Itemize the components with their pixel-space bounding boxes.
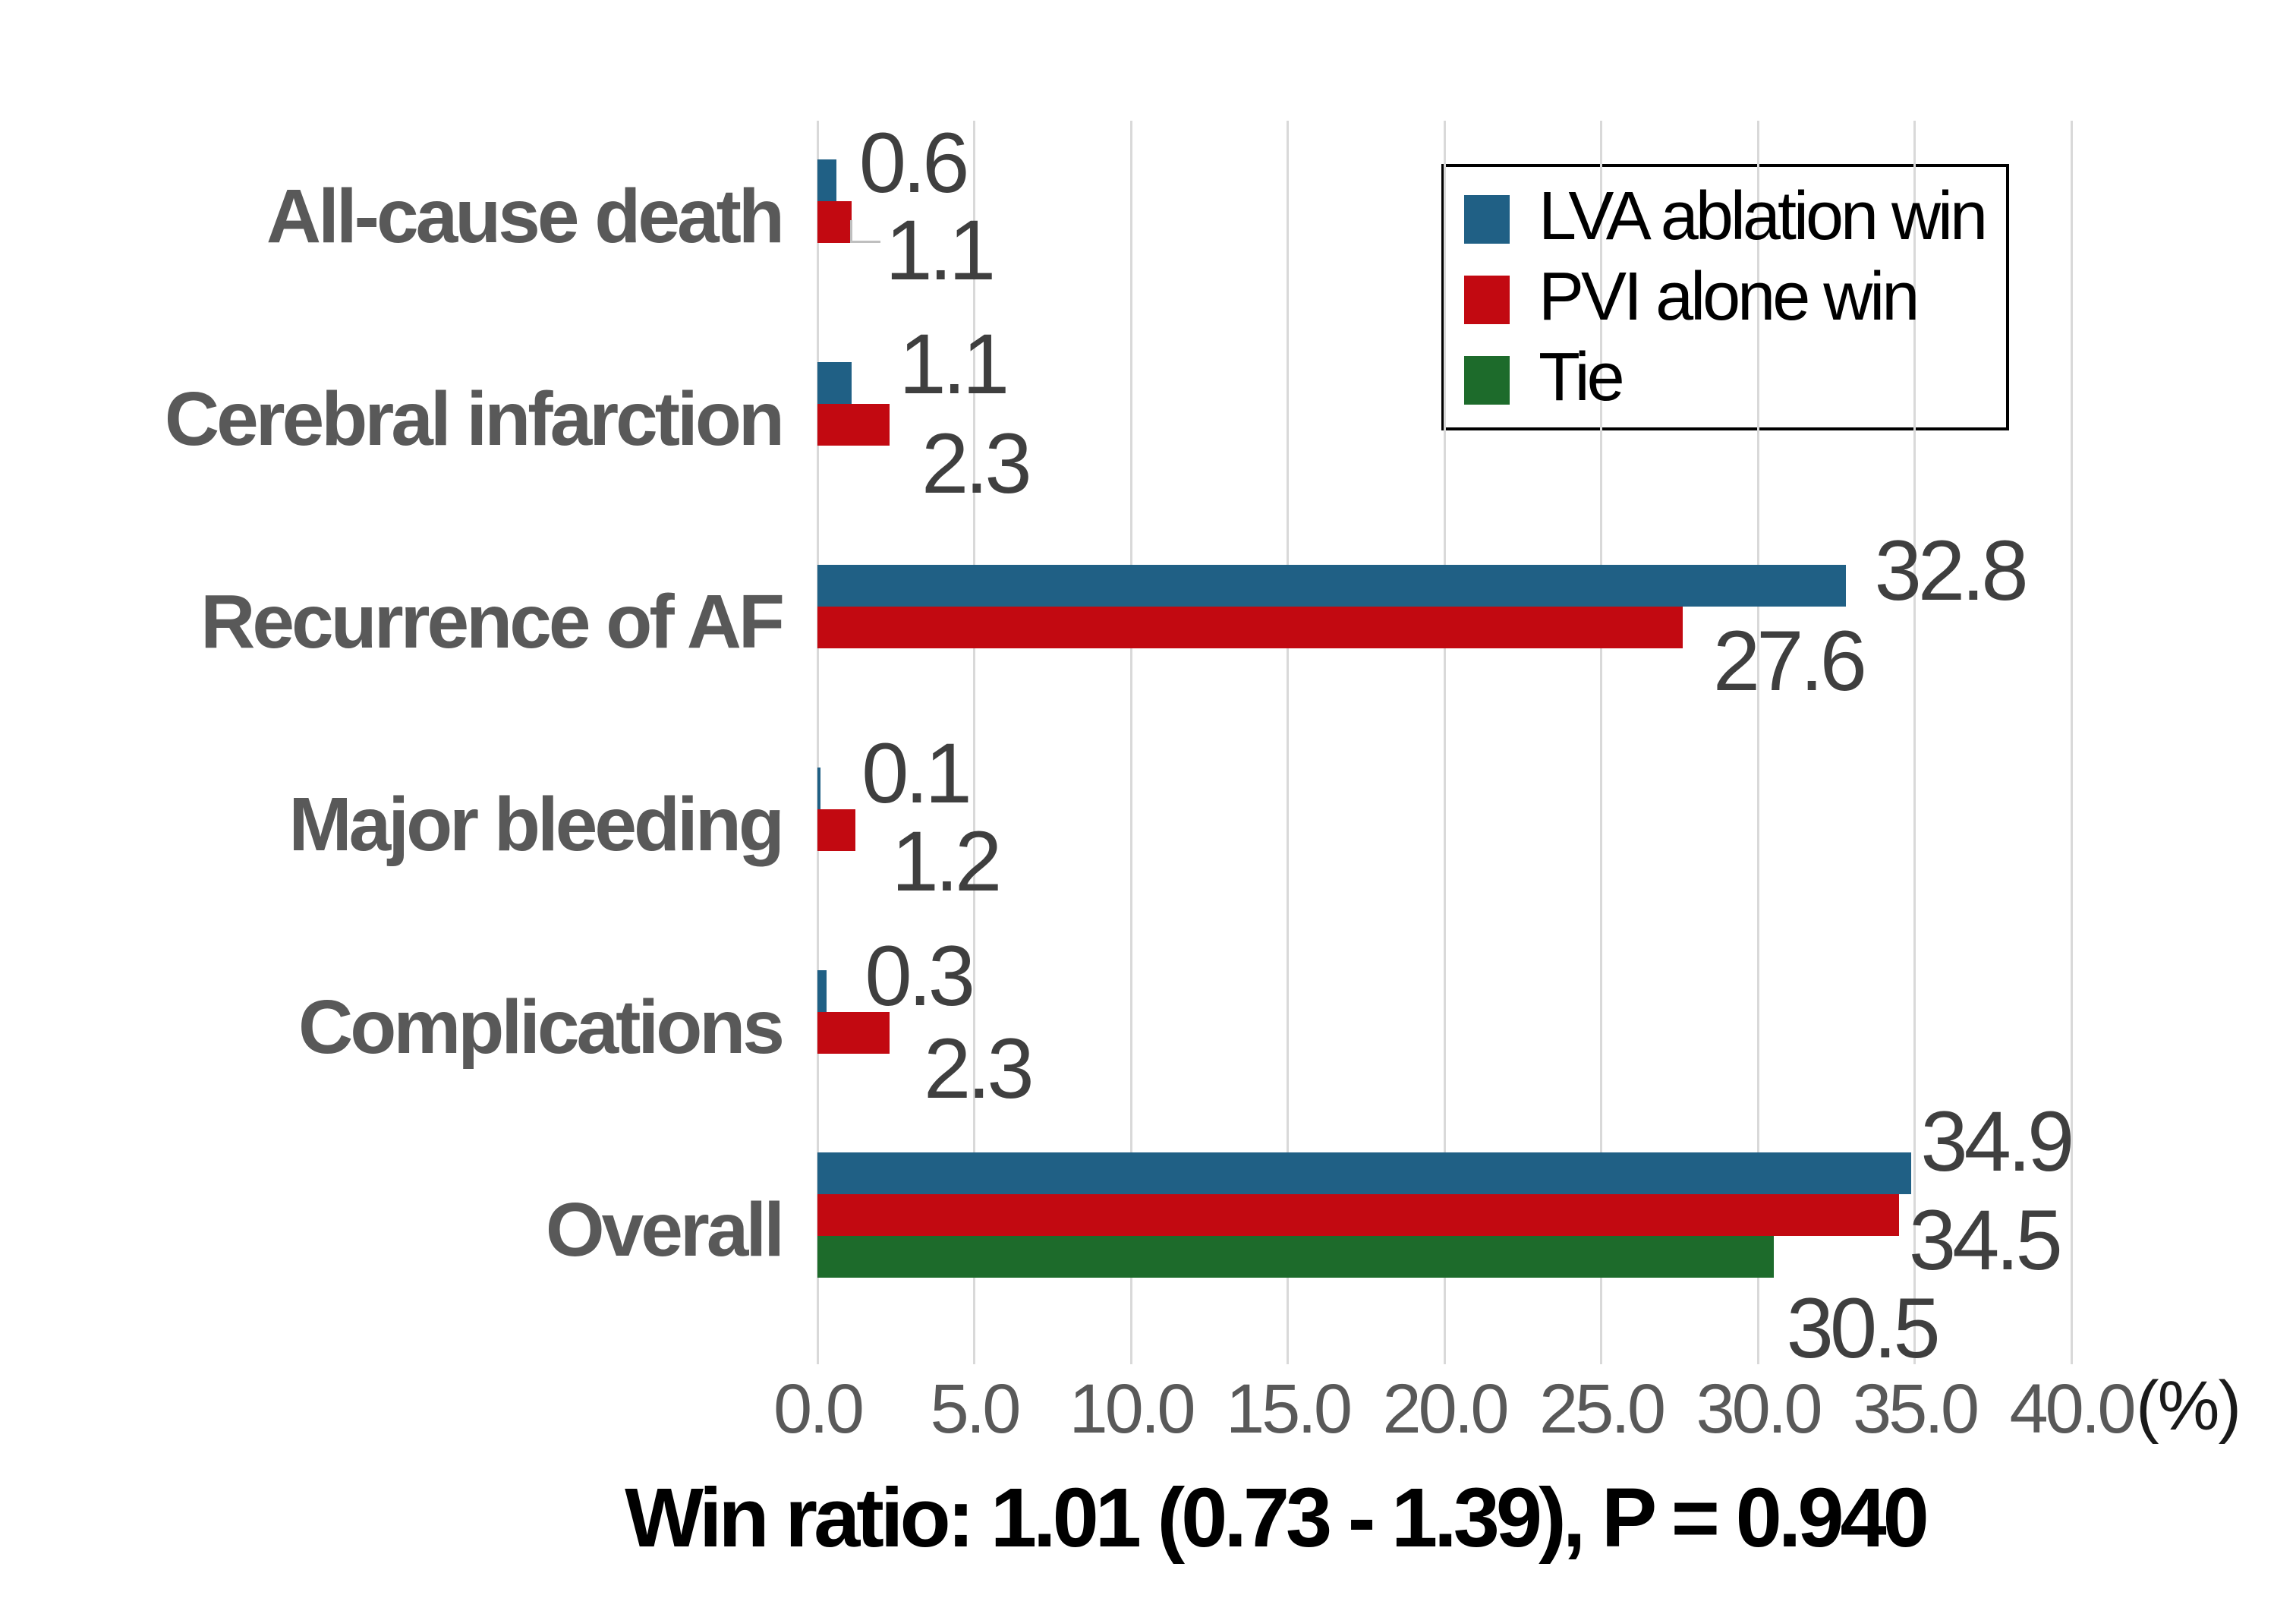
gridline — [973, 121, 975, 1364]
legend-label-lva-ablation-win: LVA ablation win — [1539, 178, 1988, 254]
gridline — [1129, 121, 1132, 1364]
x-tick-label: 15.0 — [1225, 1370, 1353, 1448]
category-label-overall: Overall — [545, 1187, 785, 1272]
legend-entry-tie: Tie — [1464, 337, 2006, 418]
category-label-all-cause-death: All-cause death — [266, 174, 785, 259]
x-tick-label: 0.0 — [773, 1370, 865, 1448]
legend-label-pvi-alone-win: PVI alone win — [1539, 259, 1920, 335]
data-label: 34.9 — [1920, 1094, 2074, 1189]
legend-entry-pvi-alone-win: PVI alone win — [1464, 257, 2006, 337]
bar-tie-overall — [817, 1235, 1774, 1278]
legend-label-tie: Tie — [1539, 339, 1625, 415]
tie-swatch — [1464, 356, 1510, 405]
bar-lva-ablation-win-complications — [817, 970, 827, 1012]
x-tick-label: 40.0 — [2009, 1370, 2136, 1448]
data-label: 32.8 — [1874, 522, 2029, 618]
bar-lva-ablation-win-overall — [817, 1152, 1912, 1194]
gridline — [1913, 121, 1916, 1364]
leader-line — [850, 220, 853, 243]
x-tick-label: 5.0 — [930, 1370, 1022, 1448]
leader-line — [850, 241, 881, 243]
legend: LVA ablation win PVI alone win Tie — [1441, 164, 2009, 430]
bar-lva-ablation-win-all-cause-death — [817, 159, 836, 201]
data-label: 0.3 — [865, 928, 975, 1023]
bar-lva-ablation-win-cerebral-infarction — [817, 362, 852, 404]
x-tick-label: 30.0 — [1696, 1370, 1822, 1448]
legend-entry-lva-ablation-win: LVA ablation win — [1464, 176, 2006, 257]
data-label: 34.5 — [1908, 1193, 2063, 1288]
x-tick-label: 10.0 — [1069, 1370, 1195, 1448]
bar-lva-ablation-win-recurrence-of-af — [817, 565, 1846, 607]
category-label-recurrence-of-af: Recurrence of AF — [200, 579, 785, 664]
gridline — [1600, 121, 1602, 1364]
bar-pvi-alone-win-cerebral-infarction — [817, 404, 890, 446]
bar-pvi-alone-win-overall — [817, 1193, 1899, 1236]
category-label-cerebral-infarction: Cerebral infarction — [164, 377, 785, 462]
data-label: 27.6 — [1712, 613, 1867, 708]
gridline — [1756, 121, 1759, 1364]
bar-pvi-alone-win-major-bleeding — [817, 809, 855, 851]
data-label: 0.1 — [861, 725, 972, 821]
lva-ablation-win-swatch — [1464, 195, 1510, 244]
category-label-complications: Complications — [298, 985, 785, 1070]
data-label: 2.3 — [921, 415, 1032, 511]
data-label: 1.1 — [899, 316, 1009, 411]
win-ratio-footer-text: Win ratio: 1.01 (0.73 - 1.39), P = 0.940 — [625, 1471, 1929, 1565]
x-tick-label: 35.0 — [1852, 1370, 1979, 1448]
bar-pvi-alone-win-all-cause-death — [817, 201, 852, 243]
gridline — [816, 121, 819, 1364]
data-label: 30.5 — [1786, 1281, 1941, 1376]
pvi-alone-win-swatch — [1464, 276, 1510, 324]
data-label: 2.3 — [923, 1020, 1035, 1116]
category-label-major-bleeding: Major bleeding — [288, 782, 785, 867]
bar-pvi-alone-win-recurrence-of-af — [817, 607, 1683, 648]
gridline — [2070, 121, 2073, 1364]
x-tick-label: 25.0 — [1539, 1370, 1666, 1448]
bar-lva-ablation-win-major-bleeding — [817, 768, 821, 809]
data-label: 1.2 — [891, 813, 1003, 909]
gridline — [1443, 121, 1446, 1364]
gridline — [1287, 121, 1289, 1364]
data-label: 1.1 — [885, 202, 996, 298]
data-label: 0.6 — [858, 115, 970, 210]
x-axis-unit-label: (%) — [2136, 1367, 2241, 1445]
x-tick-label: 20.0 — [1382, 1370, 1509, 1448]
bar-pvi-alone-win-complications — [817, 1012, 890, 1054]
